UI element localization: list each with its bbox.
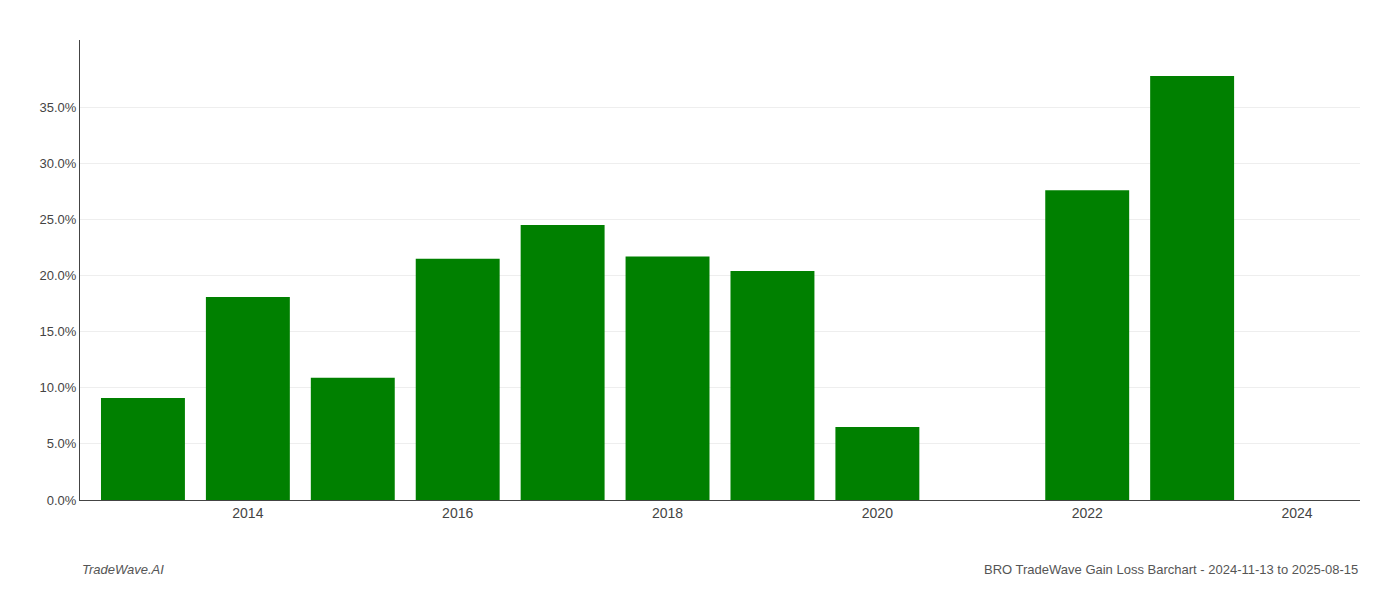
svg-text:0.0%: 0.0% [47,493,77,508]
svg-text:2020: 2020 [862,505,893,521]
svg-text:2016: 2016 [442,505,473,521]
svg-text:25.0%: 25.0% [40,212,77,227]
svg-text:5.0%: 5.0% [47,436,77,451]
svg-text:30.0%: 30.0% [40,156,77,171]
svg-text:35.0%: 35.0% [40,100,77,115]
svg-text:10.0%: 10.0% [40,380,77,395]
svg-text:TradeWave.AI: TradeWave.AI [82,562,164,577]
svg-text:BRO TradeWave Gain Loss Barcha: BRO TradeWave Gain Loss Barchart - 2024-… [984,562,1358,577]
svg-text:2014: 2014 [232,505,263,521]
svg-text:15.0%: 15.0% [40,324,77,339]
svg-text:20.0%: 20.0% [40,268,77,283]
svg-text:2018: 2018 [652,505,683,521]
svg-text:2022: 2022 [1072,505,1103,521]
svg-text:2024: 2024 [1281,505,1312,521]
